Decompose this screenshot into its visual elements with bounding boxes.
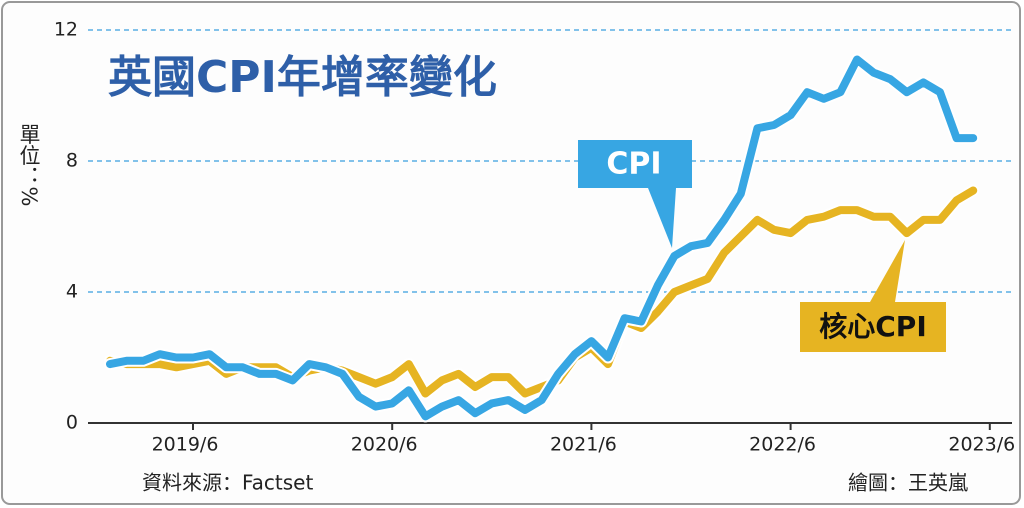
legend-label: 核心CPI — [819, 310, 927, 343]
y-tick-label: 4 — [66, 281, 78, 303]
source: 資料來源：Factset — [142, 471, 313, 495]
cpi-callout — [578, 140, 692, 248]
chart-title: 英國CPI年增率變化 — [108, 52, 497, 103]
y-axis-label: 單位：% — [17, 124, 41, 207]
legend-label: CPI — [606, 147, 661, 182]
y-tick-label: 0 — [66, 412, 78, 434]
credit: 繪圖：王英嵐 — [848, 471, 968, 495]
x-tick-label: 2020/6 — [351, 434, 418, 456]
y-tick-label: 8 — [66, 150, 78, 172]
y-tick-label: 12 — [54, 19, 78, 41]
x-tick-label: 2022/6 — [749, 434, 816, 456]
x-tick-label: 2023/6 — [948, 434, 1015, 456]
core-callout — [800, 240, 946, 352]
x-tick-label: 2019/6 — [152, 434, 219, 456]
series-line — [106, 55, 978, 421]
x-tick-label: 2021/6 — [550, 434, 617, 456]
